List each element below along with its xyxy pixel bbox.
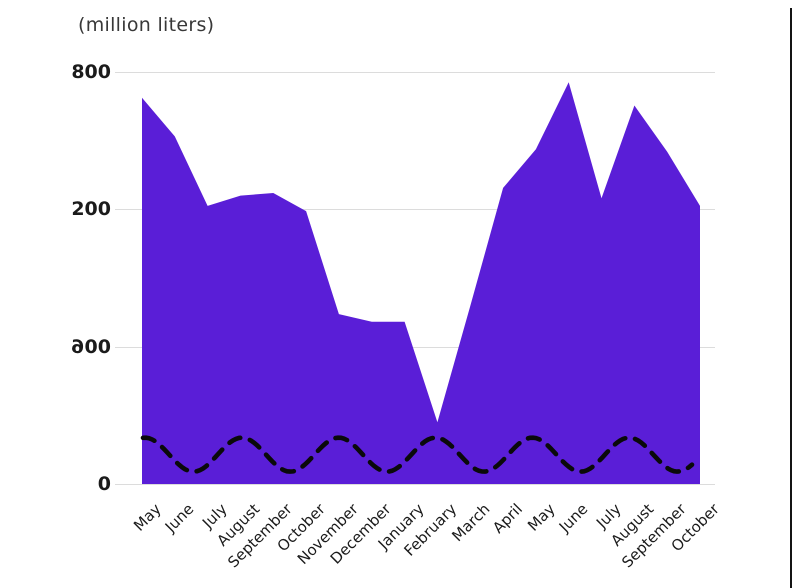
y-tick-label: 0	[97, 473, 111, 495]
area-series	[142, 82, 700, 485]
right-edge-border	[790, 8, 792, 588]
gridline	[115, 72, 715, 73]
wave-dashed-line	[140, 435, 695, 474]
gridline	[115, 346, 715, 348]
y-tick-label: 200	[71, 198, 111, 221]
gridline	[115, 484, 715, 485]
gridline	[115, 209, 715, 211]
y-axis-unit-label: (million liters)	[78, 14, 215, 36]
y-tick-label: 600	[71, 335, 111, 358]
y-tick-label: 800	[71, 61, 111, 83]
